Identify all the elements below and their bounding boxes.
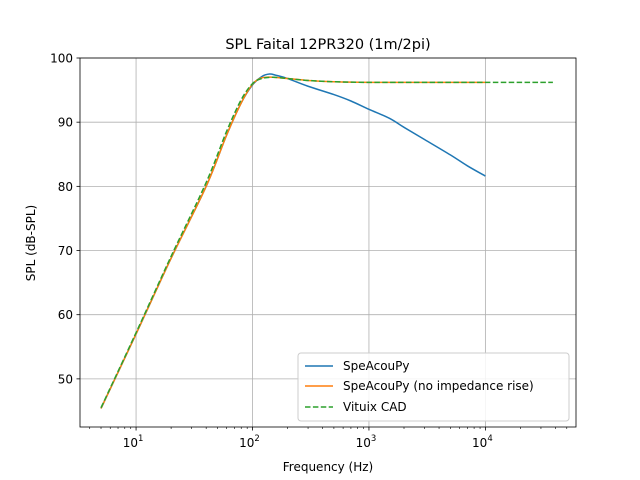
y-tick-label: 90: [58, 116, 73, 130]
x-tick-label: 101: [123, 434, 144, 450]
series-layer: [100, 73, 553, 409]
x-axis-ticks: 101 102 103 104: [89, 427, 568, 450]
legend-label-no-impedance-rise: SpeAcouPy (no impedance rise): [343, 379, 534, 393]
legend: SpeAcouPy SpeAcouPy (no impedance rise) …: [297, 352, 570, 422]
y-axis-ticks: 50 60 70 80 90 100: [50, 52, 80, 386]
y-tick-label: 60: [58, 308, 73, 322]
x-axis-label: Frequency (Hz): [283, 460, 374, 474]
series-line-vituix-cad: [100, 76, 553, 409]
legend-box: [297, 352, 570, 422]
legend-label-vituix-cad: Vituix CAD: [343, 400, 407, 414]
chart-title: SPL Faital 12PR320 (1m/2pi): [225, 37, 430, 53]
y-tick-label: 50: [58, 372, 73, 386]
x-tick-label: 103: [356, 434, 377, 450]
x-tick-label: 104: [472, 434, 493, 450]
y-tick-label: 80: [58, 180, 73, 194]
y-tick-label: 70: [58, 244, 73, 258]
axes-frame: [79, 57, 577, 428]
y-axis-label: SPL (dB-SPL): [24, 205, 38, 281]
legend-label-speacoupy: SpeAcouPy: [343, 359, 410, 373]
x-tick-label: 102: [239, 434, 260, 450]
y-tick-label: 100: [50, 52, 73, 66]
